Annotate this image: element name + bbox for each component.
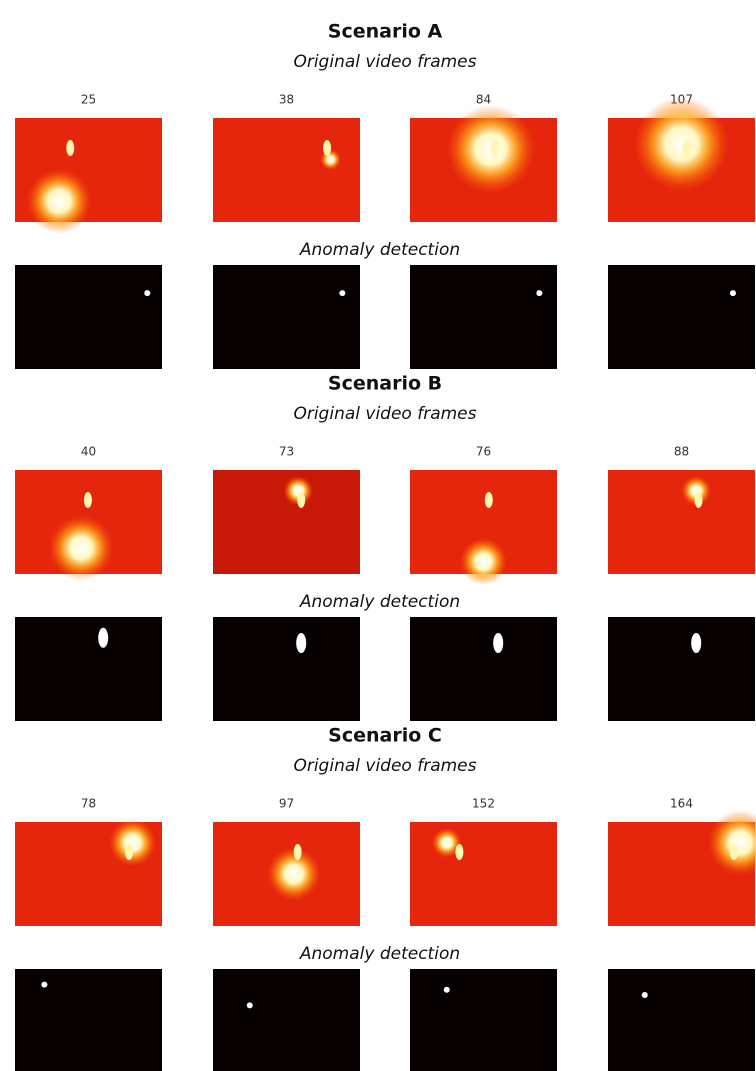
frame-number: 84 xyxy=(476,93,491,107)
anomaly-spot xyxy=(493,633,503,653)
anomaly-spot xyxy=(144,290,150,296)
flare xyxy=(109,819,156,866)
original-caption: Original video frames xyxy=(293,756,476,776)
spark xyxy=(695,492,703,508)
original-caption: Original video frames xyxy=(293,52,476,72)
anomaly-caption: Anomaly detection xyxy=(299,592,460,612)
anomaly-caption: Anomaly detection xyxy=(299,240,460,260)
frame-number: 97 xyxy=(279,797,294,811)
detection-frame xyxy=(15,265,162,369)
anomaly-spot xyxy=(296,633,306,653)
anomaly-spot xyxy=(536,290,542,296)
spark xyxy=(84,492,92,508)
frame-number: 25 xyxy=(81,93,96,107)
detection-frame xyxy=(213,969,360,1071)
flare xyxy=(267,848,320,901)
spark xyxy=(491,140,499,156)
frame-number: 152 xyxy=(472,797,495,811)
flare xyxy=(320,149,341,170)
figure: Scenario A Original video frames Anomaly d… xyxy=(0,0,756,1071)
frame-number: 73 xyxy=(279,445,294,459)
anomaly-spot xyxy=(691,633,701,653)
spark xyxy=(455,844,463,860)
flare xyxy=(27,169,92,234)
anomaly-spot xyxy=(41,982,47,988)
spark xyxy=(66,140,74,156)
flare xyxy=(49,516,114,581)
spark xyxy=(294,844,302,860)
anomaly-spot xyxy=(642,992,648,998)
detection-frame xyxy=(608,265,755,369)
video-frame xyxy=(213,118,360,222)
spark xyxy=(323,140,331,156)
detection-frame xyxy=(410,969,557,1071)
spark xyxy=(683,140,691,156)
anomaly-caption: Anomaly detection xyxy=(299,944,460,964)
spark xyxy=(730,844,738,860)
video-frame xyxy=(608,470,755,574)
spark xyxy=(125,844,133,860)
spark xyxy=(485,492,493,508)
detection-frame xyxy=(410,265,557,369)
video-frame xyxy=(410,822,557,926)
detection-frame xyxy=(213,265,360,369)
detection-frame xyxy=(608,617,755,721)
spark xyxy=(297,492,305,508)
detection-frame xyxy=(410,617,557,721)
frame-number: 88 xyxy=(674,445,689,459)
flare xyxy=(460,538,507,585)
scenario-title: Scenario A xyxy=(328,21,443,43)
frame-number: 76 xyxy=(476,445,491,459)
anomaly-spot xyxy=(247,1002,253,1008)
anomaly-spot xyxy=(339,290,345,296)
anomaly-spot xyxy=(98,628,108,648)
frame-number: 78 xyxy=(81,797,96,811)
anomaly-spot xyxy=(444,987,450,993)
original-caption: Original video frames xyxy=(293,404,476,424)
frame-number: 40 xyxy=(81,445,96,459)
detection-frame xyxy=(213,617,360,721)
detection-frame xyxy=(15,617,162,721)
scenario-title: Scenario C xyxy=(328,725,442,747)
scenario-title: Scenario B xyxy=(328,373,442,395)
detection-frame xyxy=(15,969,162,1071)
anomaly-spot xyxy=(730,290,736,296)
flare xyxy=(634,97,728,191)
frame-number: 164 xyxy=(670,797,693,811)
frame-number: 38 xyxy=(279,93,294,107)
detection-frame xyxy=(608,969,755,1071)
